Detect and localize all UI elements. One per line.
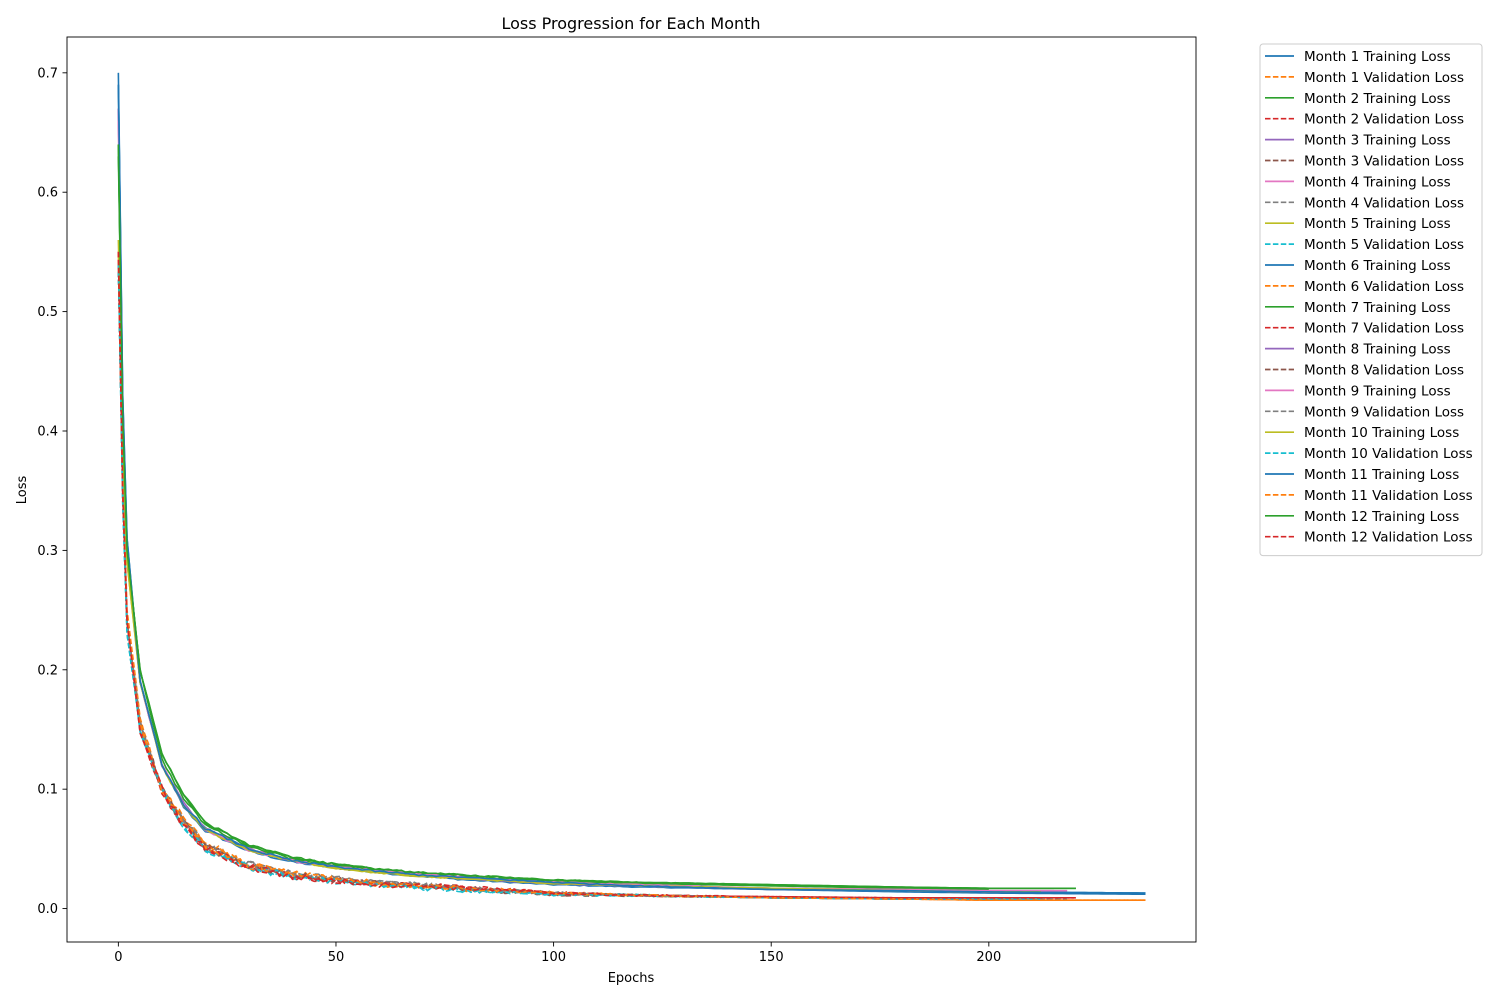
legend-entry: Month 10 Validation Loss: [1304, 446, 1473, 462]
chart-title: Loss Progression for Each Month: [501, 14, 760, 33]
y-axis-label: Loss: [15, 476, 30, 505]
legend-entry: Month 6 Training Loss: [1304, 258, 1451, 274]
legend-entry: Month 11 Validation Loss: [1304, 488, 1473, 504]
legend: Month 1 Training Loss Month 1 Validation …: [1259, 43, 1483, 557]
legend-box: [1259, 43, 1483, 557]
plot-area: 0 50 100 150 200 0.0 0.1 0.2 0.3 0.4 0.5 0.6 0.7: [37, 36, 1197, 965]
legend-entry: Month 1 Validation Loss: [1304, 70, 1464, 86]
legend-entry: Month 7 Validation Loss: [1304, 321, 1464, 337]
y-tick-label: 0.1: [37, 783, 58, 798]
legend-entry: Month 4 Training Loss: [1304, 174, 1451, 190]
series-line-21: [117, 84, 1146, 894]
legend-entry: Month 3 Training Loss: [1304, 133, 1451, 149]
legend-entry: Month 3 Validation Loss: [1304, 154, 1464, 170]
legend-entry: Month 1 Training Loss: [1304, 49, 1451, 65]
legend-entry: Month 9 Training Loss: [1304, 383, 1451, 399]
y-tick-label: 0.3: [37, 544, 58, 559]
y-tick-label: 0.0: [37, 902, 58, 917]
legend-entry: Month 10 Training Loss: [1304, 425, 1459, 441]
x-tick-label: 50: [328, 950, 345, 965]
y-tick-label: 0.2: [37, 663, 58, 678]
axes-frame: [66, 36, 1197, 943]
series-line-23: [117, 144, 1076, 890]
legend-entry: Month 12 Validation Loss: [1304, 530, 1473, 546]
series-line-13: [117, 156, 989, 891]
x-tick-label: 0: [114, 950, 122, 965]
x-tick-label: 100: [541, 950, 566, 965]
series-line-4: [117, 251, 1076, 899]
legend-entry: Month 12 Training Loss: [1304, 509, 1459, 525]
legend-entry: Month 7 Training Loss: [1304, 300, 1451, 316]
legend-entry: Month 9 Validation Loss: [1304, 404, 1464, 420]
x-tick-label: 200: [976, 950, 1001, 965]
series-line-24: [117, 251, 1076, 899]
legend-entry: Month 8 Validation Loss: [1304, 363, 1464, 379]
y-tick-label: 0.6: [37, 186, 58, 201]
y-tick-label: 0.4: [37, 424, 58, 439]
x-tick-label: 150: [759, 950, 784, 965]
legend-entry: Month 8 Training Loss: [1304, 342, 1451, 358]
legend-entry: Month 5 Training Loss: [1304, 216, 1451, 232]
legend-entry: Month 2 Validation Loss: [1304, 112, 1464, 128]
legend-entry: Month 6 Validation Loss: [1304, 279, 1464, 295]
y-tick-label: 0.7: [37, 66, 58, 81]
legend-entry: Month 5 Validation Loss: [1304, 237, 1464, 253]
legend-entry: Month 4 Validation Loss: [1304, 195, 1464, 211]
legend-entry: Month 2 Training Loss: [1304, 91, 1451, 107]
legend-entry: Month 11 Training Loss: [1304, 467, 1459, 483]
y-tick-label: 0.5: [37, 305, 58, 320]
x-axis-label: Epochs: [608, 971, 655, 986]
